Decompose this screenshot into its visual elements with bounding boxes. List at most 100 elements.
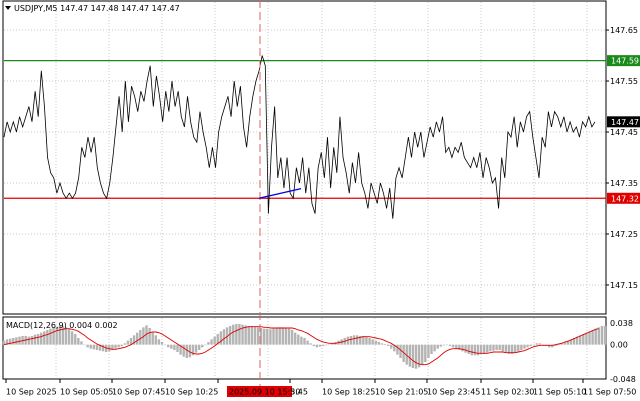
macd-histogram-bar: [61, 326, 65, 345]
macd-histogram-bar: [235, 324, 238, 345]
macd-histogram-bar: [504, 344, 508, 353]
macd-histogram-bar: [160, 342, 164, 345]
macd-histogram-bar: [12, 338, 15, 345]
macd-histogram-bar: [210, 339, 213, 345]
macd-signal-line: [3, 326, 599, 366]
price-layer: 147.47: [3, 55, 640, 219]
symbol-info-label: USDJPY,M5 147.47 147.48 147.47 147.47: [14, 4, 180, 13]
macd-histogram-bar: [5, 339, 9, 345]
macd-histogram-bar: [566, 340, 570, 345]
macd-histogram-bar: [597, 327, 601, 345]
macd-histogram-bar: [309, 343, 312, 345]
macd-histogram-bar: [529, 344, 532, 346]
macd-histogram-bar: [411, 344, 415, 368]
macd-histogram-bar: [377, 342, 381, 345]
macd-histogram-bar: [33, 334, 37, 345]
macd-histogram-bar: [501, 344, 504, 352]
macd-histogram-bar: [557, 344, 560, 346]
macd-tick-label: 0.038: [610, 319, 633, 328]
macd-histogram-bar: [163, 344, 167, 346]
macd-histogram-bar: [517, 344, 520, 352]
macd-histogram-bar: [380, 343, 384, 345]
macd-histogram-bar: [476, 344, 480, 356]
macd-histogram-bar: [554, 344, 557, 346]
macd-tick-label: 0.00: [610, 341, 628, 350]
macd-histogram-bar: [176, 344, 179, 352]
macd-histogram-bar: [318, 344, 322, 347]
macd-histogram-bar: [442, 344, 446, 346]
macd-histogram-bar: [213, 336, 216, 345]
macd-histogram-bar: [67, 328, 71, 345]
macd-histogram-bar: [569, 339, 573, 345]
macd-histogram-bar: [306, 340, 309, 345]
macd-info-label: MACD(12,26,9) 0.004 0.002: [6, 321, 118, 330]
macd-histogram-bar: [523, 344, 526, 349]
macd-histogram-bar: [321, 344, 325, 346]
macd-histogram-bar: [408, 344, 412, 367]
macd-histogram-bar: [263, 328, 266, 345]
macd-histogram-bar: [46, 330, 49, 345]
macd-histogram-bar: [222, 329, 226, 345]
time-tick-label: 11 Sep 02:30: [481, 388, 534, 397]
macd-histogram-bar: [108, 344, 111, 352]
macd-histogram-bar: [120, 344, 123, 346]
time-tick-label: 11 Sep 07:50: [583, 388, 636, 397]
macd-histogram-bar: [114, 344, 117, 349]
macd-histogram-bar: [188, 344, 192, 358]
macd-histogram-bar: [575, 336, 579, 345]
macd-histogram-bar: [173, 344, 176, 350]
level-price-label: 147.32: [611, 194, 639, 203]
time-tick-label: 11 Sep 05:10: [533, 388, 586, 397]
macd-histogram-bar: [136, 332, 139, 345]
macd-axis: 0.038 0.00 -0.048: [610, 319, 636, 384]
macd-histogram-bar: [603, 326, 607, 345]
macd-histogram-bar: [247, 326, 250, 345]
macd-histogram-bar: [445, 344, 449, 346]
macd-histogram-bar: [297, 334, 300, 345]
macd-histogram-bar: [216, 334, 219, 345]
macd-histogram-bar: [287, 328, 291, 345]
macd-histogram-bar: [86, 344, 89, 348]
macd-histogram-bar: [256, 327, 260, 345]
macd-histogram-bar: [126, 340, 130, 345]
price-tick-label: 147.15: [610, 281, 638, 290]
macd-histogram-bar: [58, 326, 61, 345]
macd-histogram-bar: [300, 336, 303, 345]
macd-histogram-bar: [154, 335, 157, 345]
macd-histogram-bar: [294, 332, 297, 345]
macd-histogram-bar: [433, 344, 436, 352]
macd-histogram-bar: [101, 344, 105, 352]
macd-histogram-bar: [362, 336, 365, 345]
macd-histogram-bar: [513, 344, 517, 353]
macd-histogram-bar: [510, 344, 514, 354]
macd-histogram-bar: [473, 344, 477, 356]
macd-histogram-bar: [455, 344, 458, 349]
price-line: [3, 55, 596, 219]
macd-histogram-bar: [18, 336, 21, 345]
macd-histogram-bar: [324, 344, 328, 346]
macd-histogram-bar: [458, 344, 461, 350]
macd-histogram-bar: [414, 344, 418, 369]
macd-histogram-bar: [151, 332, 154, 345]
macd-histogram-bar: [259, 328, 263, 345]
level-price-box: [607, 55, 640, 67]
macd-histogram-bar: [461, 344, 464, 352]
macd-histogram-bar: [371, 339, 374, 345]
level-price-box: [607, 192, 640, 204]
time-tick-label: 10 Sep 07:45: [112, 388, 165, 397]
macd-histogram-bar: [439, 344, 443, 347]
macd-histogram-bar: [204, 344, 207, 346]
macd-histogram-bar: [365, 336, 368, 345]
macd-histogram-bar: [470, 344, 473, 356]
event-markers: [258, 0, 302, 390]
price-tick-label: 147.55: [610, 77, 638, 86]
macd-histogram-bar: [312, 344, 315, 346]
collapse-triangle-icon[interactable]: [5, 6, 11, 10]
macd-histogram-bar: [448, 344, 452, 346]
macd-histogram-bar: [241, 324, 244, 345]
macd-histogram-bar: [349, 336, 353, 345]
macd-histogram-bar: [148, 328, 151, 345]
macd-histogram-bar: [405, 344, 408, 365]
macd-histogram-bar: [55, 326, 58, 345]
macd-histogram-bar: [383, 344, 387, 345]
